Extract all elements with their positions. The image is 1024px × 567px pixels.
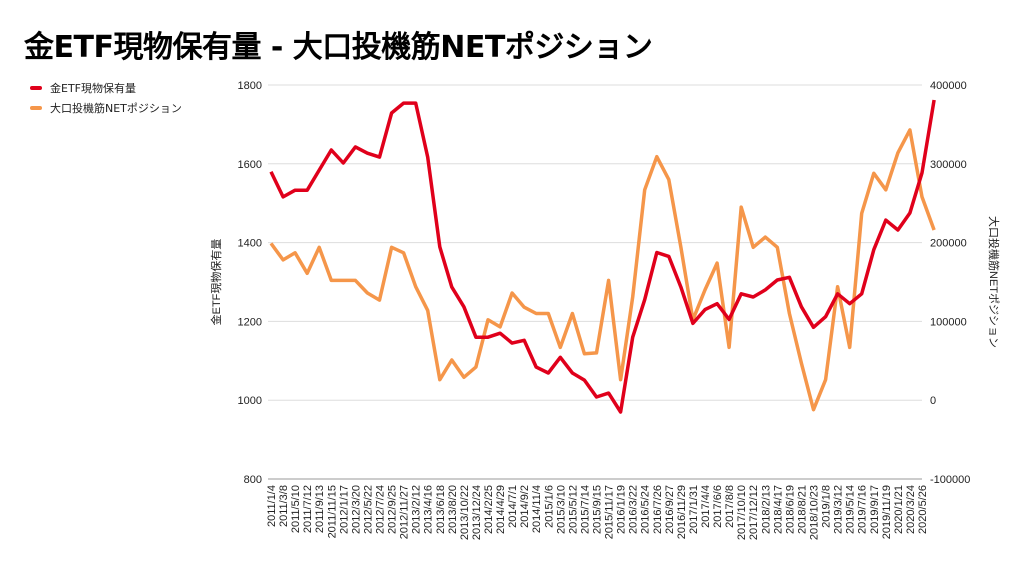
legend-label-net: 大口投機筋NETポジション bbox=[50, 102, 182, 115]
x-tick-label: 2015/7/14 bbox=[579, 485, 591, 534]
y2-tick-label: 0 bbox=[930, 395, 936, 407]
series-line-gold-etf bbox=[269, 99, 936, 414]
legend-item-net-position: 大口投機筋NETポジション bbox=[30, 100, 182, 116]
x-tick-label: 2013/10/22 bbox=[459, 485, 471, 540]
x-tick-label: 2016/9/27 bbox=[664, 485, 676, 534]
y2-tick-label: 100000 bbox=[930, 316, 967, 328]
x-tick-label: 2016/5/24 bbox=[640, 485, 652, 534]
x-tick-label: 2017/1/31 bbox=[688, 485, 700, 534]
x-tick-label: 2011/7/12 bbox=[302, 485, 314, 533]
y-tick-label: 800 bbox=[244, 474, 262, 486]
x-tick-label: 2019/3/12 bbox=[833, 485, 845, 534]
x-tick-label: 2014/2/25 bbox=[483, 485, 495, 534]
x-tick-label: 2019/5/14 bbox=[845, 485, 857, 534]
x-tick-label: 2011/11/15 bbox=[326, 485, 338, 538]
x-tick-label: 2019/1/8 bbox=[821, 485, 833, 528]
x-tick-label: 2013/6/18 bbox=[435, 485, 447, 534]
y-tick-label: 1600 bbox=[238, 159, 262, 171]
legend-swatch-net bbox=[30, 106, 42, 110]
x-tick-label: 2013/12/24 bbox=[471, 485, 483, 540]
x-tick-label: 2020/5/26 bbox=[917, 485, 929, 534]
x-tick-label: 2018/6/19 bbox=[784, 485, 796, 534]
x-tick-label: 2012/3/20 bbox=[350, 485, 362, 534]
x-tick-label: 2015/9/15 bbox=[592, 485, 604, 534]
x-tick-label: 2013/8/20 bbox=[447, 485, 459, 534]
y2-axis-label: 大口投機筋NETポジション bbox=[987, 216, 1001, 348]
y2-tick-label: 300000 bbox=[930, 159, 967, 171]
y2-tick-label: -100000 bbox=[930, 474, 970, 486]
series-line-net-position bbox=[269, 128, 936, 412]
x-tick-label: 2019/11/19 bbox=[881, 485, 893, 539]
x-tick-label: 2018/8/21 bbox=[796, 485, 808, 534]
x-tick-label: 2014/7/1 bbox=[507, 485, 519, 528]
x-tick-label: 2011/9/13 bbox=[314, 485, 326, 533]
x-tick-label: 2017/10/10 bbox=[736, 485, 748, 540]
x-tick-label: 2015/11/17 bbox=[604, 485, 616, 539]
y2-tick-label: 400000 bbox=[930, 80, 967, 92]
y-tick-label: 1800 bbox=[238, 80, 262, 92]
x-tick-label: 2012/5/22 bbox=[362, 485, 374, 534]
x-tick-label: 2018/10/23 bbox=[809, 485, 821, 540]
x-tick-label: 2011/3/8 bbox=[278, 485, 290, 527]
x-tick-label: 2019/9/17 bbox=[869, 485, 881, 534]
x-tick-label: 2016/11/29 bbox=[676, 485, 688, 539]
legend-item-gold-etf: 金ETF現物保有量 bbox=[30, 80, 136, 96]
x-tick-label: 2012/7/24 bbox=[375, 485, 387, 534]
x-tick-label: 2015/5/12 bbox=[567, 485, 579, 534]
x-tick-label: 2016/3/22 bbox=[628, 485, 640, 534]
x-tick-label: 2016/1/19 bbox=[616, 485, 628, 534]
x-tick-label: 2016/7/26 bbox=[652, 485, 664, 534]
x-tick-label: 2011/5/10 bbox=[290, 485, 302, 533]
x-tick-label: 2012/11/27 bbox=[399, 485, 411, 539]
x-tick-label: 2014/9/2 bbox=[519, 485, 531, 528]
x-tick-label: 2017/8/8 bbox=[724, 485, 736, 528]
x-tick-label: 2012/1/17 bbox=[338, 485, 350, 534]
x-tick-label: 2012/9/25 bbox=[387, 485, 399, 534]
x-tick-label: 2017/12/12 bbox=[748, 485, 760, 540]
x-tick-label: 2013/4/16 bbox=[423, 485, 435, 534]
chart-title: 金ETF現物保有量 - 大口投機筋NETポジション bbox=[24, 30, 653, 65]
y-tick-label: 1400 bbox=[238, 238, 262, 250]
y-tick-label: 1200 bbox=[238, 316, 262, 328]
x-tick-label: 2020/3/24 bbox=[905, 485, 917, 534]
x-tick-label: 2014/4/29 bbox=[495, 485, 507, 534]
legend-label-gold: 金ETF現物保有量 bbox=[50, 82, 136, 95]
x-tick-label: 2020/1/21 bbox=[893, 485, 905, 534]
x-tick-label: 2018/4/17 bbox=[772, 485, 784, 534]
x-tick-label: 2015/3/10 bbox=[555, 485, 567, 534]
y2-tick-label: 200000 bbox=[930, 238, 967, 250]
x-tick-label: 2013/2/12 bbox=[411, 485, 423, 534]
y-tick-label: 1000 bbox=[238, 395, 262, 407]
x-tick-label: 2011/1/4 bbox=[266, 485, 278, 527]
x-tick-label: 2017/4/4 bbox=[700, 485, 712, 528]
y-axis-label: 金ETF現物保有量 bbox=[209, 239, 223, 326]
x-tick-label: 2019/7/16 bbox=[857, 485, 869, 534]
x-tick-label: 2018/2/13 bbox=[760, 485, 772, 534]
x-tick-label: 2014/11/4 bbox=[531, 485, 543, 533]
x-tick-label: 2015/1/6 bbox=[543, 485, 555, 528]
legend-swatch-gold bbox=[30, 86, 42, 90]
x-tick-label: 2017/6/6 bbox=[712, 485, 724, 528]
